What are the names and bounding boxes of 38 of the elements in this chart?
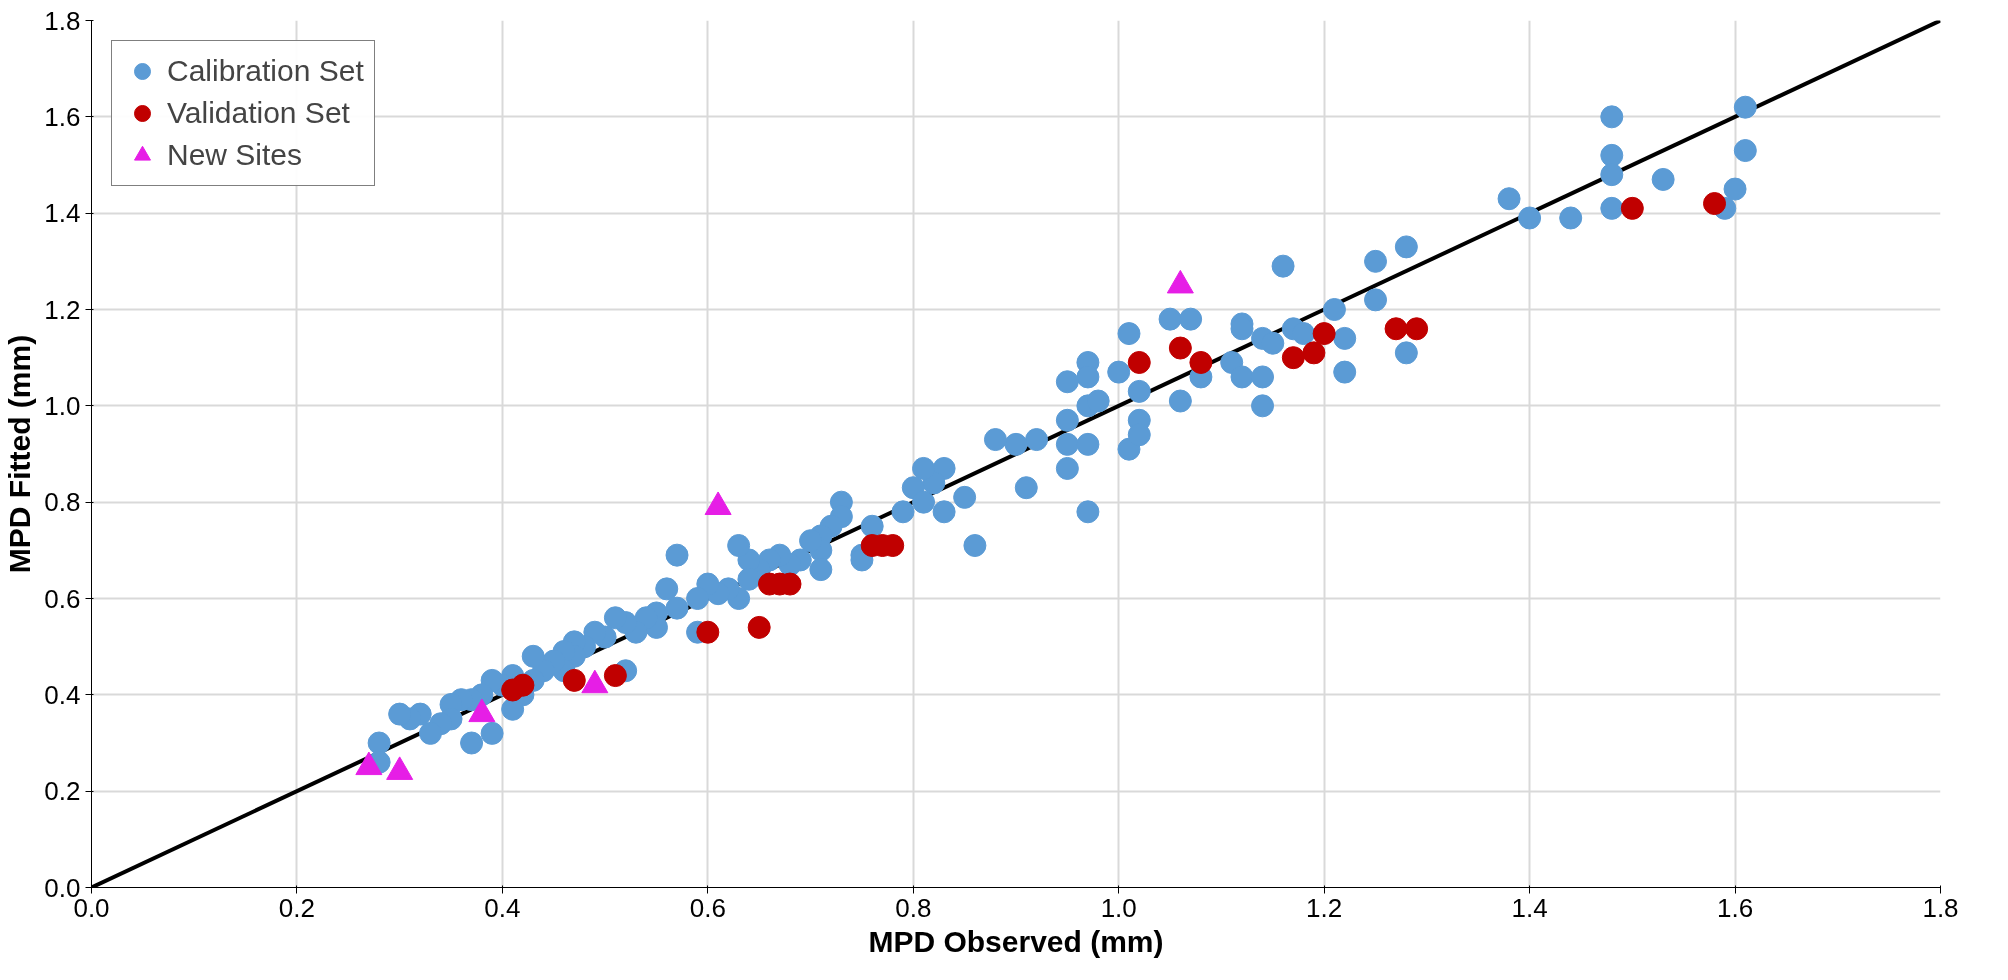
point	[1312, 322, 1336, 346]
y-tick-label: 1.8	[44, 5, 81, 36]
y-tick-label: 0.2	[44, 776, 81, 807]
x-tick-label: 1.2	[1306, 892, 1343, 923]
y-tick-label: 1.4	[44, 198, 81, 229]
x-tick-label: 0.2	[278, 892, 316, 923]
point	[1302, 341, 1326, 365]
y-tick-label: 1.6	[44, 101, 81, 132]
x-tick-label: 1.8	[1922, 892, 1959, 923]
point	[1281, 346, 1305, 370]
legend-label: New Sites	[167, 138, 303, 172]
y-tick-label: 1.2	[44, 294, 81, 325]
point	[1405, 317, 1429, 341]
point	[511, 673, 535, 697]
x-tick-label: 1.4	[1511, 892, 1548, 923]
point	[1189, 351, 1213, 374]
x-tick-label: 0.8	[895, 892, 932, 923]
point	[1620, 196, 1644, 220]
x-axis-title: MPD Observed (mm)	[868, 924, 1164, 958]
y-axis-title: MPD Fitted (mm)	[3, 334, 37, 574]
y-tick-label: 0.4	[44, 679, 81, 710]
legend-label: Validation Set	[167, 96, 350, 130]
legend-label: Calibration Set	[167, 54, 364, 88]
point	[1703, 192, 1727, 216]
x-tick-label: 1.6	[1716, 892, 1754, 923]
x-tick-label: 0.6	[689, 892, 726, 923]
point	[1384, 317, 1408, 341]
y-tick-label: 0.8	[44, 487, 81, 518]
x-tick-label: 1.0	[1100, 892, 1137, 923]
point	[562, 668, 586, 692]
x-tick-label: 0.4	[484, 892, 521, 923]
y-tick-label: 0.6	[44, 583, 81, 614]
point	[603, 664, 627, 688]
point	[1168, 336, 1192, 360]
point	[747, 615, 771, 639]
point	[696, 620, 720, 644]
y-tick-label: 1.0	[44, 390, 81, 421]
point	[1127, 351, 1151, 374]
